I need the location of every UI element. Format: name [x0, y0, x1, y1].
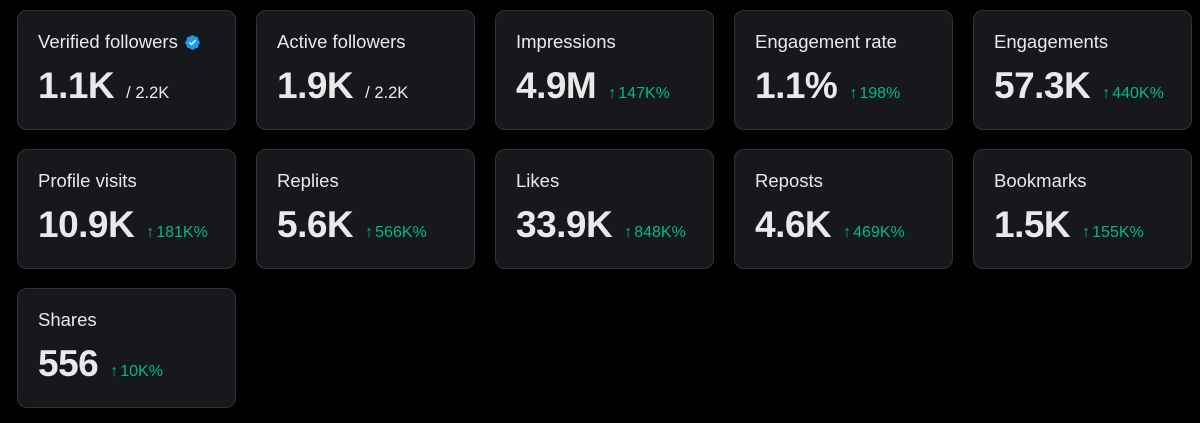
- metric-label-row: Profile visits: [38, 170, 215, 192]
- metric-value-row: 4.6K ↑ 469K%: [755, 205, 932, 245]
- metric-label-row: Replies: [277, 170, 454, 192]
- arrow-up-icon: ↑: [608, 85, 617, 102]
- metric-value-row: 556 ↑ 10K%: [38, 344, 215, 384]
- arrow-up-icon: ↑: [843, 224, 852, 241]
- metric-label: Reposts: [755, 170, 823, 191]
- metric-change-value: 440K%: [1112, 85, 1164, 102]
- metric-change-value: 848K%: [634, 224, 686, 241]
- metric-card-impressions[interactable]: Impressions 4.9M ↑ 147K%: [495, 10, 714, 130]
- metric-card-engagement-rate[interactable]: Engagement rate 1.1% ↑ 198%: [734, 10, 953, 130]
- metric-card-shares[interactable]: Shares 556 ↑ 10K%: [17, 288, 236, 408]
- metric-value: 1.1K: [38, 65, 115, 106]
- metric-value-row: 33.9K ↑ 848K%: [516, 205, 693, 245]
- metric-card-engagements[interactable]: Engagements 57.3K ↑ 440K%: [973, 10, 1192, 130]
- metric-label: Impressions: [516, 31, 616, 52]
- metric-change: ↑ 155K%: [1082, 224, 1144, 242]
- metric-change-value: 10K%: [120, 363, 163, 380]
- metric-label-row: Active followers: [277, 31, 454, 53]
- metric-label-row: Engagement rate: [755, 31, 932, 53]
- metric-label-row: Verified followers: [38, 31, 215, 53]
- metric-value-row: 1.1% ↑ 198%: [755, 66, 932, 106]
- metric-change-value: 181K%: [156, 224, 208, 241]
- metric-change-value: 566K%: [375, 224, 427, 241]
- metric-card-bookmarks[interactable]: Bookmarks 1.5K ↑ 155K%: [973, 149, 1192, 269]
- metric-value: 1.9K: [277, 65, 354, 106]
- metric-value: 1.1%: [755, 65, 838, 106]
- metric-change-value: 198%: [859, 85, 901, 102]
- metric-label: Verified followers: [38, 31, 178, 52]
- metric-total: / 2.2K: [365, 84, 409, 102]
- metric-card-reposts[interactable]: Reposts 4.6K ↑ 469K%: [734, 149, 953, 269]
- metric-change-value: 147K%: [618, 85, 670, 102]
- arrow-up-icon: ↑: [849, 85, 858, 102]
- metric-change: ↑ 469K%: [843, 224, 905, 242]
- metric-change-value: 155K%: [1092, 224, 1144, 241]
- metric-label-row: Bookmarks: [994, 170, 1171, 192]
- arrow-up-icon: ↑: [110, 363, 119, 380]
- metric-label: Likes: [516, 170, 560, 191]
- arrow-up-icon: ↑: [365, 224, 374, 241]
- metric-label: Bookmarks: [994, 170, 1087, 191]
- metric-label: Engagement rate: [755, 31, 897, 52]
- metric-change: ↑ 566K%: [365, 224, 427, 242]
- metric-value-row: 57.3K ↑ 440K%: [994, 66, 1171, 106]
- metric-change: ↑ 198%: [849, 85, 900, 103]
- metric-value-row: 4.9M ↑ 147K%: [516, 66, 693, 106]
- metric-value: 33.9K: [516, 204, 613, 245]
- metric-label: Engagements: [994, 31, 1109, 52]
- metric-value: 10.9K: [38, 204, 135, 245]
- metric-value: 4.9M: [516, 65, 597, 106]
- verified-badge-icon: [184, 34, 201, 51]
- metric-value-row: 1.1K / 2.2K: [38, 66, 215, 106]
- metric-change: ↑ 440K%: [1102, 85, 1164, 103]
- metric-value: 1.5K: [994, 204, 1071, 245]
- metric-card-likes[interactable]: Likes 33.9K ↑ 848K%: [495, 149, 714, 269]
- metric-value-row: 10.9K ↑ 181K%: [38, 205, 215, 245]
- metrics-grid: Verified followers 1.1K / 2.2K Active fo…: [17, 10, 1192, 408]
- metric-value: 4.6K: [755, 204, 832, 245]
- metric-label: Active followers: [277, 31, 406, 52]
- metric-change: ↑ 10K%: [110, 363, 163, 381]
- metric-value-row: 1.5K ↑ 155K%: [994, 205, 1171, 245]
- metric-label-row: Likes: [516, 170, 693, 192]
- metric-card-active-followers[interactable]: Active followers 1.9K / 2.2K: [256, 10, 475, 130]
- metric-value: 556: [38, 343, 99, 384]
- metric-label-row: Impressions: [516, 31, 693, 53]
- arrow-up-icon: ↑: [1102, 85, 1111, 102]
- metric-value: 57.3K: [994, 65, 1091, 106]
- metric-change: ↑ 147K%: [608, 85, 670, 103]
- metric-label-row: Shares: [38, 309, 215, 331]
- metric-value: 5.6K: [277, 204, 354, 245]
- arrow-up-icon: ↑: [1082, 224, 1091, 241]
- metric-label: Profile visits: [38, 170, 137, 191]
- metric-total: / 2.2K: [126, 84, 170, 102]
- metric-label-row: Engagements: [994, 31, 1171, 53]
- metric-label-row: Reposts: [755, 170, 932, 192]
- metric-change: ↑ 848K%: [624, 224, 686, 242]
- metric-card-profile-visits[interactable]: Profile visits 10.9K ↑ 181K%: [17, 149, 236, 269]
- metric-change-value: 469K%: [853, 224, 905, 241]
- metric-card-verified-followers[interactable]: Verified followers 1.1K / 2.2K: [17, 10, 236, 130]
- arrow-up-icon: ↑: [146, 224, 155, 241]
- metric-value-row: 1.9K / 2.2K: [277, 66, 454, 106]
- metric-card-replies[interactable]: Replies 5.6K ↑ 566K%: [256, 149, 475, 269]
- metric-label: Replies: [277, 170, 339, 191]
- metric-value-row: 5.6K ↑ 566K%: [277, 205, 454, 245]
- metric-label: Shares: [38, 309, 97, 330]
- arrow-up-icon: ↑: [624, 224, 633, 241]
- metric-change: ↑ 181K%: [146, 224, 208, 242]
